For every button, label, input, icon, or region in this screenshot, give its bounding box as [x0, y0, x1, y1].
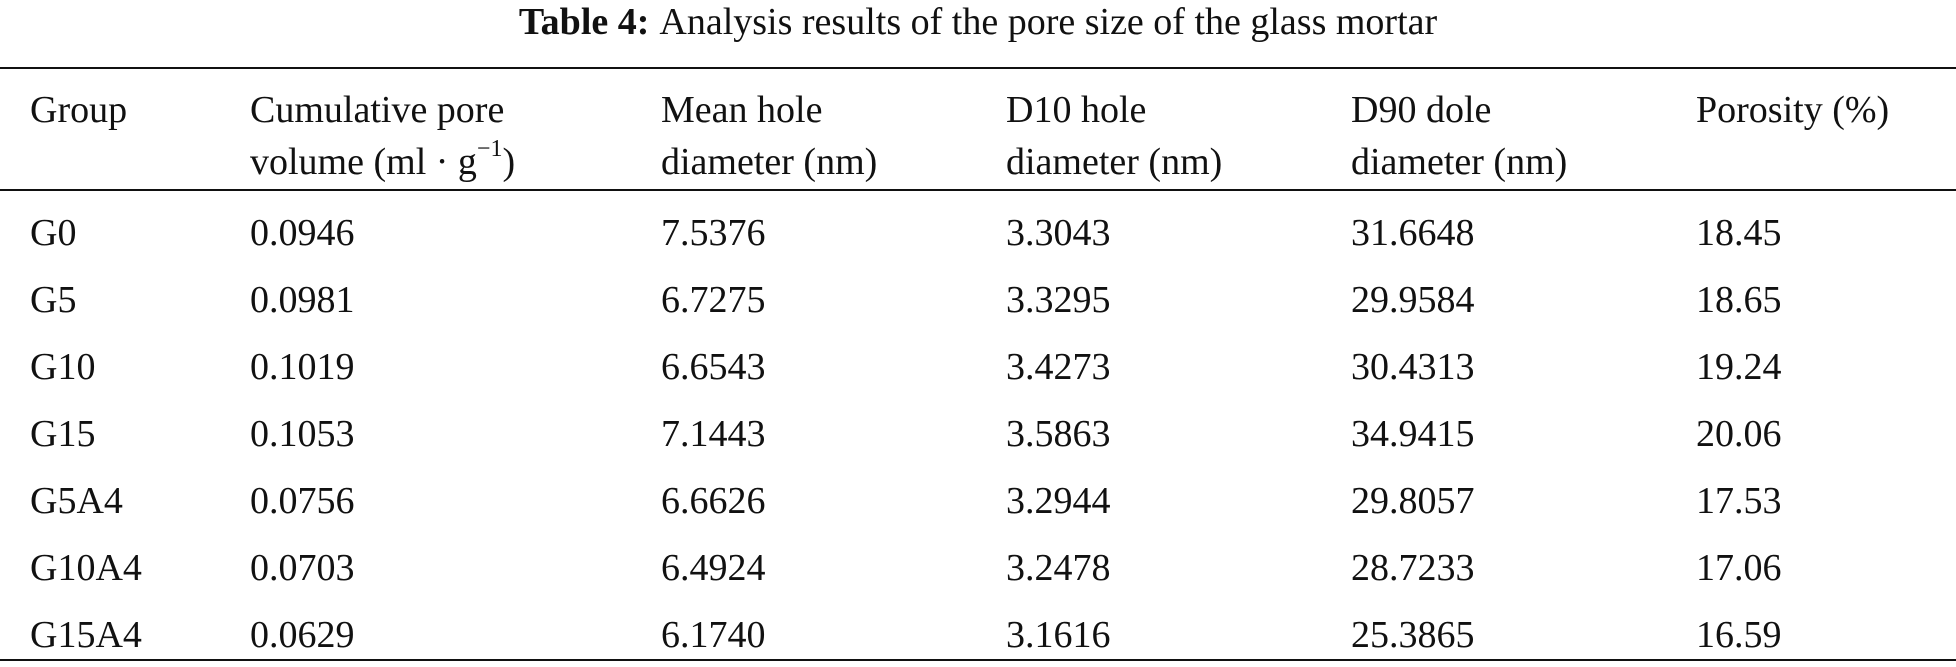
- header-mean-hole-diameter: Mean hole diameter (nm): [661, 89, 878, 183]
- caption-label: Table 4:: [518, 1, 650, 43]
- cell-d90-dole-diameter: 25.3865: [1351, 614, 1475, 656]
- cell-d90-dole-diameter: 34.9415: [1351, 413, 1475, 455]
- header-d10-hole-diameter: D10 hole diameter (nm): [1006, 89, 1223, 183]
- caption-text: Analysis results of the pore size of the…: [659, 1, 1438, 43]
- cell-d90-dole-diameter: 29.9584: [1351, 279, 1475, 321]
- cell-d10-hole-diameter: 3.5863: [1006, 413, 1111, 455]
- cell-cumulative-pore-volume: 0.0629: [250, 614, 355, 656]
- cell-d10-hole-diameter: 3.1616: [1006, 614, 1111, 656]
- cell-mean-hole-diameter: 6.4924: [661, 547, 766, 589]
- cell-mean-hole-diameter: 6.1740: [661, 614, 766, 656]
- cell-mean-hole-diameter: 6.7275: [661, 279, 766, 321]
- cell-d10-hole-diameter: 3.3043: [1006, 212, 1111, 254]
- cell-mean-hole-diameter: 7.1443: [661, 413, 766, 455]
- cell-cumulative-pore-volume: 0.1019: [250, 346, 355, 388]
- cell-cumulative-pore-volume: 0.1053: [250, 413, 355, 455]
- cell-porosity: 18.45: [1696, 212, 1782, 254]
- cell-mean-hole-diameter: 7.5376: [661, 212, 766, 254]
- cell-porosity: 20.06: [1696, 413, 1782, 455]
- cell-porosity: 16.59: [1696, 614, 1782, 656]
- header-porosity: Porosity (%): [1696, 89, 1890, 131]
- cell-cumulative-pore-volume: 0.0946: [250, 212, 355, 254]
- header-group: Group: [30, 89, 128, 131]
- cell-group: G5A4: [30, 480, 123, 522]
- cell-porosity: 18.65: [1696, 279, 1782, 321]
- cell-cumulative-pore-volume: 0.0756: [250, 480, 355, 522]
- cell-d90-dole-diameter: 29.8057: [1351, 480, 1475, 522]
- header-rule: [0, 189, 1956, 191]
- cell-d10-hole-diameter: 3.2478: [1006, 547, 1111, 589]
- cell-d10-hole-diameter: 3.2944: [1006, 480, 1111, 522]
- table-caption: Table 4: Analysis results of the pore siz…: [0, 0, 1956, 44]
- cell-mean-hole-diameter: 6.6626: [661, 480, 766, 522]
- cell-group: G10: [30, 346, 96, 388]
- cell-cumulative-pore-volume: 0.0703: [250, 547, 355, 589]
- cell-porosity: 17.53: [1696, 480, 1782, 522]
- top-rule: [0, 67, 1956, 69]
- cell-cumulative-pore-volume: 0.0981: [250, 279, 355, 321]
- cell-d90-dole-diameter: 30.4313: [1351, 346, 1475, 388]
- cell-d90-dole-diameter: 31.6648: [1351, 212, 1475, 254]
- cell-group: G0: [30, 212, 77, 254]
- cell-mean-hole-diameter: 6.6543: [661, 346, 766, 388]
- cell-group: G15A4: [30, 614, 142, 656]
- header-d90-dole-diameter: D90 dole diameter (nm): [1351, 89, 1568, 183]
- header-cumulative-pore-volume: Cumulative pore volume (ml · g−1): [250, 89, 516, 183]
- cell-d90-dole-diameter: 28.7233: [1351, 547, 1475, 589]
- cell-d10-hole-diameter: 3.3295: [1006, 279, 1111, 321]
- cell-group: G15: [30, 413, 96, 455]
- bottom-rule: [0, 659, 1956, 661]
- cell-porosity: 17.06: [1696, 547, 1782, 589]
- cell-porosity: 19.24: [1696, 346, 1782, 388]
- cell-group: G5: [30, 279, 77, 321]
- cell-d10-hole-diameter: 3.4273: [1006, 346, 1111, 388]
- cell-group: G10A4: [30, 547, 142, 589]
